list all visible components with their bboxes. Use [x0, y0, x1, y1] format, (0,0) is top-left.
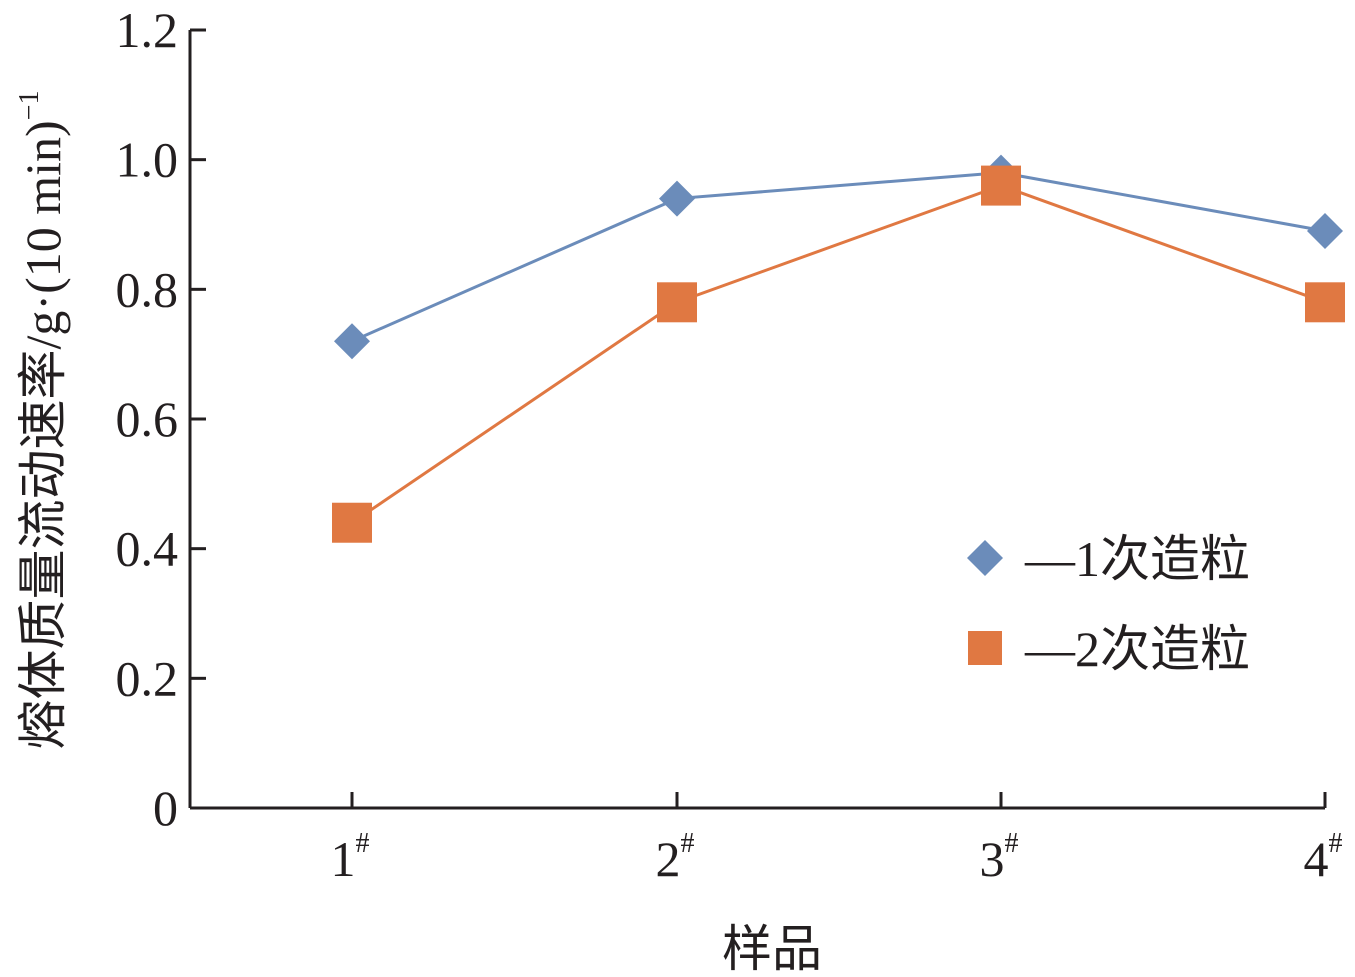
legend-label: —1次造粒 — [1024, 531, 1250, 587]
x-tick-label: 1# — [331, 828, 370, 887]
y-tick-label: 0.8 — [116, 261, 179, 317]
y-tick-label: 0.2 — [116, 650, 179, 706]
y-axis-title-main: 熔体质量流动速率/g·(10 min) — [15, 120, 71, 749]
data-point-square — [1305, 282, 1345, 323]
x-axis: 1# 2# 3# 4# — [190, 792, 1343, 887]
y-axis: 0 0.2 0.4 0.6 0.8 1.0 1.2 — [116, 2, 206, 836]
x-tick-label: 2# — [656, 828, 695, 887]
x-tick-label: 3# — [980, 828, 1019, 887]
series-line-1 — [351, 171, 1326, 343]
legend-marker-diamond — [967, 540, 1003, 576]
y-tick-label: 0 — [153, 780, 178, 836]
y-tick-label: 0.4 — [116, 521, 179, 577]
data-point-square — [332, 502, 372, 543]
x-axis-title: 样品 — [722, 921, 822, 977]
data-point-diamond — [1307, 212, 1343, 249]
y-tick-label: 1.2 — [116, 2, 179, 58]
data-point-diamond — [334, 323, 370, 360]
legend: —1次造粒 —2次造粒 — [967, 531, 1250, 677]
y-axis-title-sup: −1 — [14, 91, 45, 121]
x-tick-label: 4# — [1304, 828, 1343, 887]
data-point-square — [981, 165, 1021, 206]
y-tick-label: 1.0 — [116, 132, 179, 188]
series-layer — [332, 154, 1345, 543]
legend-label: —2次造粒 — [1024, 621, 1250, 677]
series-line-2 — [351, 184, 1326, 524]
data-point-square — [657, 282, 697, 323]
data-point-diamond — [659, 180, 695, 217]
y-tick-label: 0.6 — [116, 391, 179, 447]
legend-marker-square — [968, 631, 1002, 665]
y-axis-title: 熔体质量流动速率/g·(10 min)−1 — [14, 91, 71, 750]
